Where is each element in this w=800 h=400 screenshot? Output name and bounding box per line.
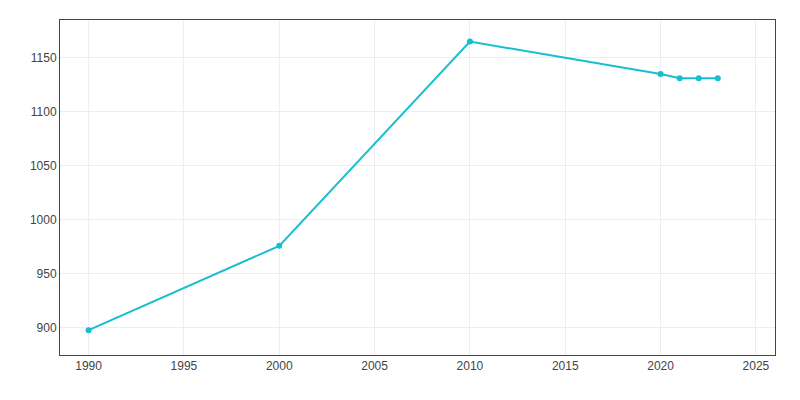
- svg-text:2005: 2005: [361, 359, 388, 373]
- svg-text:2020: 2020: [647, 359, 674, 373]
- svg-text:900: 900: [37, 321, 57, 335]
- svg-text:1150: 1150: [31, 51, 57, 65]
- svg-text:1990: 1990: [75, 359, 102, 373]
- svg-text:1000: 1000: [30, 213, 57, 227]
- svg-text:1995: 1995: [171, 359, 198, 373]
- svg-text:2000: 2000: [266, 359, 293, 373]
- svg-text:2025: 2025: [743, 359, 770, 373]
- svg-text:1100: 1100: [31, 105, 57, 119]
- svg-text:2010: 2010: [457, 359, 484, 373]
- svg-text:950: 950: [37, 267, 57, 281]
- svg-text:1050: 1050: [30, 159, 57, 173]
- svg-text:2015: 2015: [552, 359, 579, 373]
